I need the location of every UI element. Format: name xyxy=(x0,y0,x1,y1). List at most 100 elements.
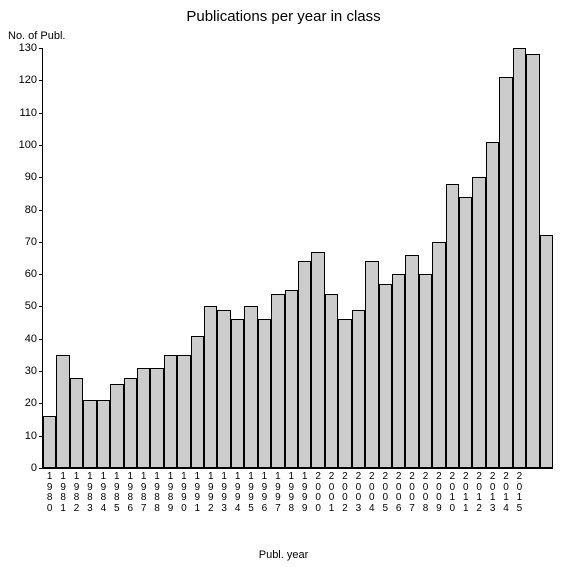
x-tick-label: 2014 xyxy=(499,468,512,514)
x-tick-label: 1999 xyxy=(298,468,311,514)
y-tick-label: 100 xyxy=(7,139,43,151)
y-tick-mark xyxy=(39,274,43,275)
x-tick-label: 1981 xyxy=(56,468,69,514)
bar xyxy=(379,284,392,468)
y-tick-mark xyxy=(39,210,43,211)
plot-area: 0102030405060708090100110120130198019811… xyxy=(42,48,553,469)
bar xyxy=(311,252,324,468)
y-tick-label: 120 xyxy=(7,74,43,86)
bar xyxy=(526,54,539,468)
y-tick-label: 40 xyxy=(7,333,43,345)
bar xyxy=(97,400,110,468)
y-tick-label: 0 xyxy=(7,462,43,474)
bar xyxy=(177,355,190,468)
bar xyxy=(540,235,553,468)
y-tick-label: 60 xyxy=(7,268,43,280)
x-tick-label: 1982 xyxy=(70,468,83,514)
bar xyxy=(513,48,526,468)
bar xyxy=(56,355,69,468)
bar xyxy=(392,274,405,468)
x-tick-label: 2009 xyxy=(432,468,445,514)
y-tick-mark xyxy=(39,371,43,372)
x-tick-label: 2012 xyxy=(472,468,485,514)
y-tick-label: 110 xyxy=(7,107,43,119)
x-tick-label: 2000 xyxy=(311,468,324,514)
bar xyxy=(271,294,284,468)
x-tick-label: 2006 xyxy=(392,468,405,514)
x-tick-label: 1984 xyxy=(97,468,110,514)
bar xyxy=(258,319,271,468)
x-tick-label: 2005 xyxy=(379,468,392,514)
bar xyxy=(83,400,96,468)
bar xyxy=(486,142,499,468)
chart-container: Publications per year in class No. of Pu… xyxy=(0,0,567,567)
bar xyxy=(137,368,150,468)
x-tick-label: 2008 xyxy=(419,468,432,514)
bar xyxy=(231,319,244,468)
x-tick-label: 2011 xyxy=(459,468,472,514)
x-tick-label: 2001 xyxy=(325,468,338,514)
x-tick-label: 2004 xyxy=(365,468,378,514)
bar xyxy=(298,261,311,468)
x-tick-label: 1991 xyxy=(191,468,204,514)
y-tick-mark xyxy=(39,242,43,243)
y-tick-mark xyxy=(39,436,43,437)
bar xyxy=(432,242,445,468)
y-axis-label: No. of Publ. xyxy=(8,30,65,42)
bar xyxy=(244,306,257,468)
y-tick-mark xyxy=(39,48,43,49)
x-axis-label: Publ. year xyxy=(0,549,567,561)
x-tick-label: 2007 xyxy=(405,468,418,514)
bar xyxy=(472,177,485,468)
bar xyxy=(110,384,123,468)
bar xyxy=(204,306,217,468)
bar xyxy=(124,378,137,468)
bars-group xyxy=(43,48,553,468)
bar xyxy=(191,336,204,468)
x-tick-label: 1980 xyxy=(43,468,56,514)
x-tick-label: 1988 xyxy=(150,468,163,514)
y-tick-mark xyxy=(39,80,43,81)
x-tick-label: 1989 xyxy=(164,468,177,514)
x-tick-label: 2010 xyxy=(446,468,459,514)
chart-title: Publications per year in class xyxy=(0,8,567,25)
bar xyxy=(217,310,230,468)
bar xyxy=(150,368,163,468)
bar xyxy=(446,184,459,468)
x-tick-label: 1995 xyxy=(244,468,257,514)
bar xyxy=(459,197,472,468)
x-tick-label: 2015 xyxy=(513,468,526,514)
bar xyxy=(70,378,83,468)
bar xyxy=(419,274,432,468)
bar xyxy=(352,310,365,468)
x-tick-label: 1998 xyxy=(285,468,298,514)
y-tick-mark xyxy=(39,339,43,340)
y-tick-label: 90 xyxy=(7,171,43,183)
bar xyxy=(338,319,351,468)
bar xyxy=(365,261,378,468)
bar xyxy=(499,77,512,468)
bar xyxy=(43,416,56,468)
y-tick-mark xyxy=(39,403,43,404)
x-tick-label: 1983 xyxy=(83,468,96,514)
bar xyxy=(405,255,418,468)
x-tick-label: 1990 xyxy=(177,468,190,514)
x-tick-label: 2013 xyxy=(486,468,499,514)
bar xyxy=(285,290,298,468)
y-tick-mark xyxy=(39,145,43,146)
x-tick-label: 1996 xyxy=(258,468,271,514)
x-tick-label: 1986 xyxy=(124,468,137,514)
y-tick-mark xyxy=(39,306,43,307)
y-tick-label: 30 xyxy=(7,365,43,377)
x-tick-label: 1992 xyxy=(204,468,217,514)
x-tick-label: 2003 xyxy=(352,468,365,514)
x-tick-label: 1985 xyxy=(110,468,123,514)
y-tick-label: 80 xyxy=(7,204,43,216)
y-tick-mark xyxy=(39,113,43,114)
bar xyxy=(325,294,338,468)
x-tick-label: 1994 xyxy=(231,468,244,514)
y-tick-mark xyxy=(39,177,43,178)
y-tick-label: 20 xyxy=(7,397,43,409)
x-tick-label: 2002 xyxy=(338,468,351,514)
bar xyxy=(164,355,177,468)
